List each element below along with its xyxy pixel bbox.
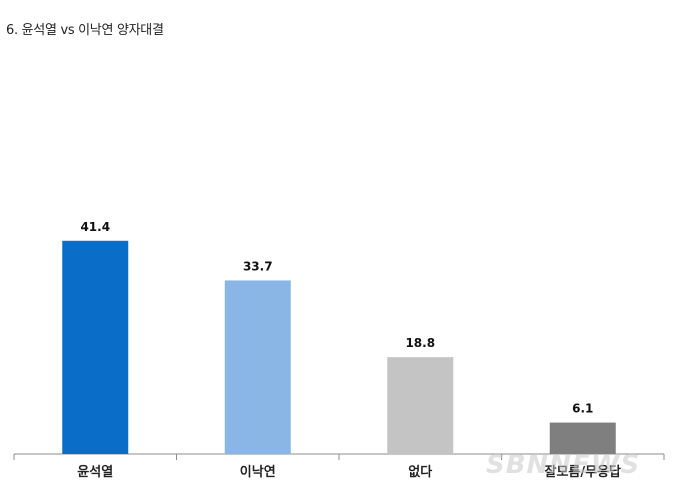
value-label: 18.8 bbox=[405, 336, 435, 350]
category-label: 잘모름/무응답 bbox=[544, 465, 621, 480]
bar-3 bbox=[387, 357, 454, 454]
chart-title: 6. 윤석열 vs 이낙연 양자대결 bbox=[6, 23, 164, 38]
bar-2 bbox=[224, 280, 291, 454]
value-label: 41.4 bbox=[80, 220, 110, 234]
watermark-logo: SBNNEWS bbox=[486, 450, 641, 480]
category-label: 이낙연 bbox=[240, 464, 276, 480]
category-label: 없다 bbox=[408, 464, 432, 480]
bar-4 bbox=[549, 422, 616, 454]
value-label: 6.1 bbox=[572, 402, 593, 416]
x-axis-ticks bbox=[13, 454, 665, 460]
category-label: 윤석열 bbox=[77, 464, 113, 480]
bars bbox=[62, 240, 616, 454]
category-labels: 윤석열 이낙연 없다 잘모름/무응답 bbox=[77, 464, 621, 480]
value-label: 33.7 bbox=[243, 259, 273, 273]
bar-1 bbox=[62, 240, 129, 454]
value-labels: 41.4 33.7 18.8 6.1 bbox=[80, 220, 593, 416]
